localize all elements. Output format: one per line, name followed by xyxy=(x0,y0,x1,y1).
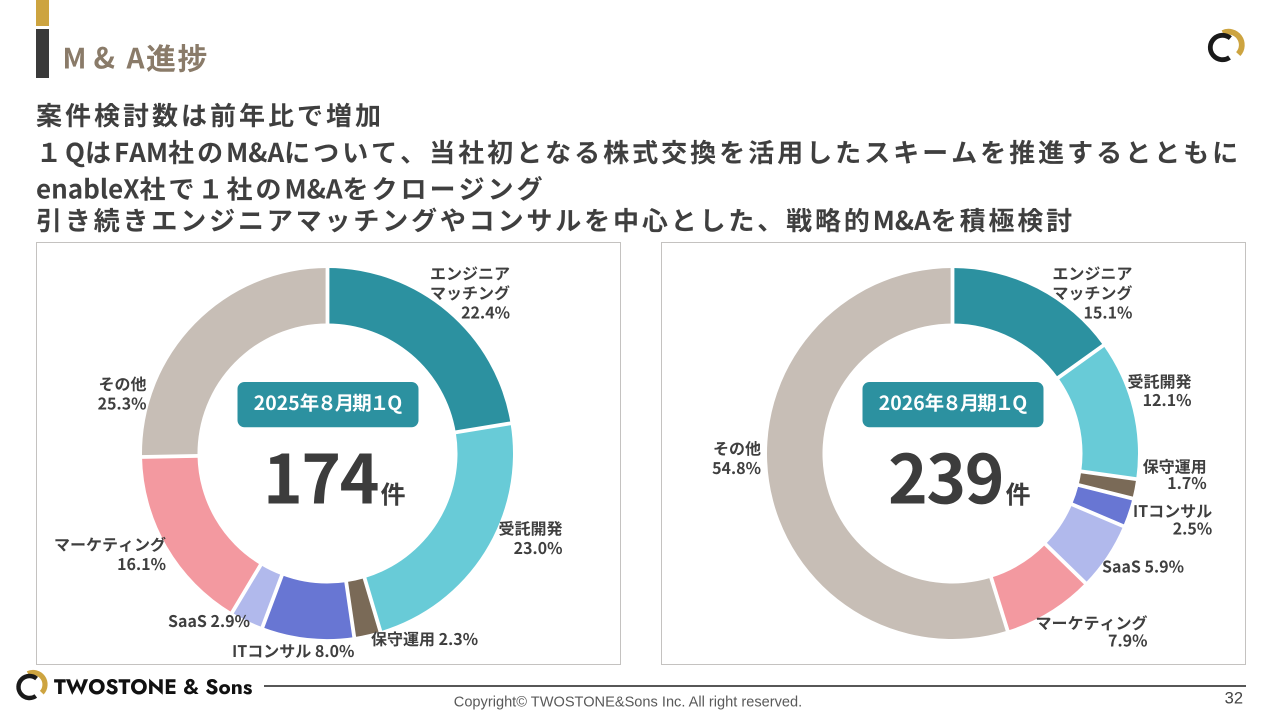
svg-text:32: 32 xyxy=(1225,690,1243,708)
svg-text:Copyright© TWOSTONE&Sons Inc.: Copyright© TWOSTONE&Sons Inc. All right … xyxy=(454,695,802,711)
